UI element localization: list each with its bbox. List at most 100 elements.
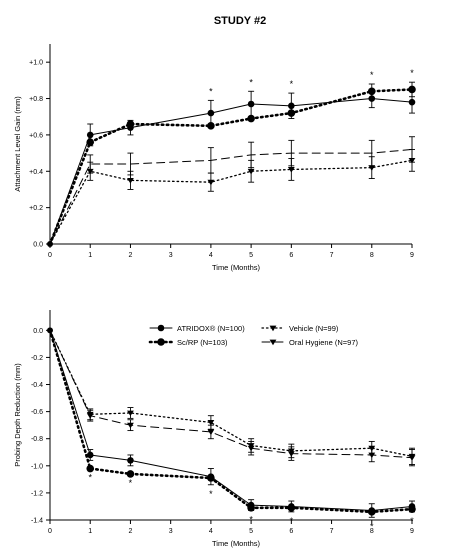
x-axis-label: Time (Months) xyxy=(212,263,261,272)
origin-point xyxy=(47,241,53,247)
series-line xyxy=(49,329,413,512)
significance-star: * xyxy=(129,478,133,488)
data-point xyxy=(126,470,135,478)
series-1 xyxy=(49,329,416,518)
data-point xyxy=(207,122,215,130)
x-tick-label: 5 xyxy=(249,528,253,535)
legend-label: Vehicle (N=99) xyxy=(289,324,339,333)
data-point xyxy=(368,452,376,459)
data-point xyxy=(408,157,416,164)
data-point xyxy=(207,420,215,426)
data-point xyxy=(367,508,376,516)
data-point xyxy=(247,445,255,452)
chart-1: 0.0 +0.2 +0.4 +0.6 +0.8 +1.0 0 1 2 3 4 5 6 7 8 9 Time (M… xyxy=(13,44,416,272)
data-point xyxy=(127,410,134,417)
y-tick-label: -1.0 xyxy=(31,463,43,470)
data-point xyxy=(127,422,134,429)
series-line xyxy=(48,88,414,246)
y-tick-label: +0.6 xyxy=(29,132,43,139)
data-point xyxy=(247,100,255,108)
significance-star: * xyxy=(370,521,374,531)
significance-star: * xyxy=(370,70,374,80)
data-point xyxy=(247,168,255,175)
data-point xyxy=(86,464,95,473)
legend-marker xyxy=(269,325,277,332)
significance-star: * xyxy=(209,489,213,499)
data-point xyxy=(287,167,295,173)
data-point xyxy=(408,98,416,106)
data-point xyxy=(86,413,94,419)
series-line xyxy=(49,159,413,245)
y-tick-label: -1.4 xyxy=(31,518,43,525)
y-axis-label: Probing Depth Reduction (mm) xyxy=(13,363,22,467)
x-tick-label: 7 xyxy=(330,252,334,259)
data-point xyxy=(247,504,255,512)
y-axis-label: Attachment Level Gain (mm) xyxy=(13,96,22,192)
legend-marker xyxy=(269,339,277,346)
y-tick-label: +1.0 xyxy=(29,60,43,67)
x-tick-label: 4 xyxy=(209,252,213,259)
y-tick-label: -0.4 xyxy=(31,382,43,389)
data-point xyxy=(287,109,296,117)
legend-marker xyxy=(157,324,165,332)
figure-title: STUDY #2 xyxy=(214,15,266,27)
significance-star: * xyxy=(209,86,213,96)
data-point xyxy=(86,138,95,146)
series-3 xyxy=(49,136,415,245)
y-tick-label: -0.2 xyxy=(31,355,43,362)
data-point xyxy=(126,120,135,128)
data-point xyxy=(207,474,215,482)
x-tick-label: 6 xyxy=(289,528,293,535)
x-tick-label: 7 xyxy=(330,528,334,535)
y-tick-label: +0.2 xyxy=(29,205,43,212)
y-tick-label: 0.0 xyxy=(33,328,43,335)
x-tick-label: 0 xyxy=(48,528,52,535)
x-tick-label: 9 xyxy=(410,528,414,535)
significance-star: * xyxy=(410,516,414,526)
data-point xyxy=(367,87,376,96)
data-point xyxy=(127,177,134,184)
y-tick-label: -0.6 xyxy=(31,409,43,416)
series-1 xyxy=(49,89,416,245)
legend-label: Oral Hygiene (N=97) xyxy=(289,338,358,347)
x-tick-label: 5 xyxy=(249,252,253,259)
data-point xyxy=(207,429,215,436)
data-point xyxy=(287,451,295,457)
data-point xyxy=(368,165,376,171)
data-point xyxy=(408,85,416,94)
data-point xyxy=(86,131,94,139)
y-tick-label: -1.2 xyxy=(31,490,43,497)
data-point xyxy=(86,168,94,175)
x-tick-label: 3 xyxy=(169,528,173,535)
data-point xyxy=(288,102,295,110)
series-2 xyxy=(48,329,416,516)
data-point xyxy=(247,114,255,123)
x-tick-label: 4 xyxy=(209,528,213,535)
legend-marker xyxy=(157,338,165,346)
significance-star: * xyxy=(410,68,414,78)
significance-star: * xyxy=(88,473,92,483)
significance-star: * xyxy=(249,77,253,87)
chart-2: 0.0 -0.2 -0.4 -0.6 -0.8 -1.0 -1.2 -1.4 0 1 2 3 4 5 6 7 8… xyxy=(13,310,416,548)
series-2 xyxy=(48,81,416,246)
x-tick-label: 9 xyxy=(410,252,414,259)
data-point xyxy=(207,109,215,117)
series-4 xyxy=(49,149,416,245)
series-line xyxy=(48,329,414,514)
series-line xyxy=(49,329,413,459)
y-tick-label: 0.0 xyxy=(33,242,43,249)
x-tick-label: 1 xyxy=(88,252,92,259)
x-tick-label: 6 xyxy=(289,252,293,259)
series-4 xyxy=(49,329,416,467)
x-tick-label: 2 xyxy=(128,252,132,259)
x-tick-label: 3 xyxy=(169,252,173,259)
significance-star: * xyxy=(290,516,294,526)
x-axis-label: Time (Months) xyxy=(212,539,261,548)
significance-star: * xyxy=(249,515,253,525)
x-tick-label: 8 xyxy=(370,252,374,259)
x-tick-label: 2 xyxy=(128,528,132,535)
legend-label: ATRIDOX® (N=100) xyxy=(177,324,245,333)
y-tick-label: +0.4 xyxy=(29,169,43,176)
series-line xyxy=(49,148,413,245)
